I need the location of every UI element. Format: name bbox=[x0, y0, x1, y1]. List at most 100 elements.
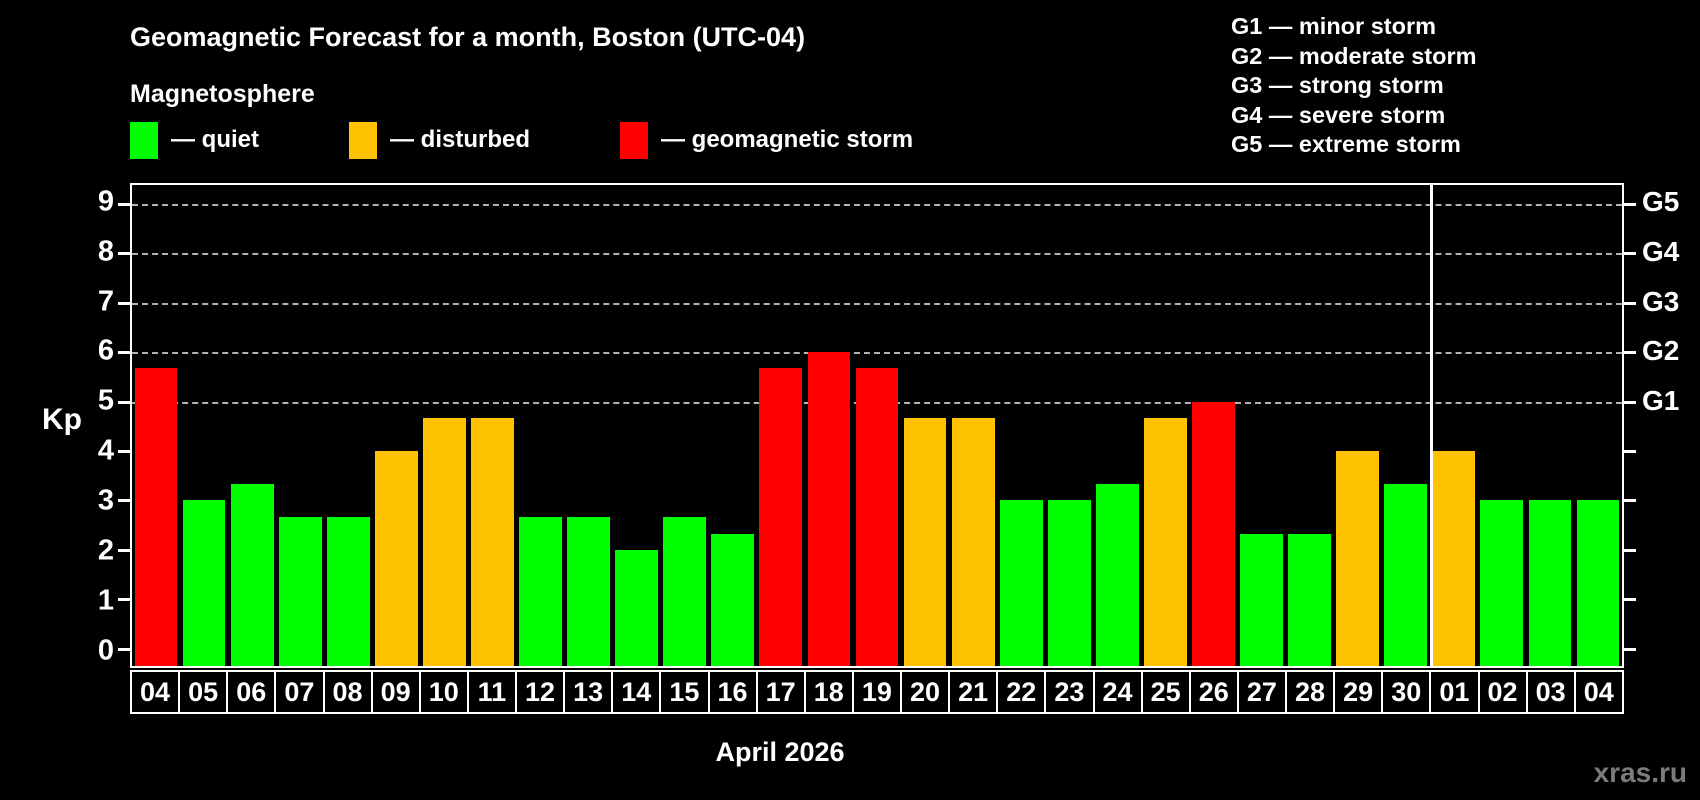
g5-legend-line: G5 — extreme storm bbox=[1231, 131, 1461, 158]
bar-day-26 bbox=[1192, 401, 1235, 666]
y-axis-tick-labels: 0 1 2 3 4 5 6 7 8 9 bbox=[0, 183, 114, 668]
bar-day-15 bbox=[663, 516, 707, 666]
bar-day-03 bbox=[1528, 500, 1572, 666]
gridline-kp7 bbox=[132, 302, 1622, 305]
x-axis-title: April 2026 bbox=[715, 737, 845, 767]
y-axis-title: Kp bbox=[42, 403, 82, 436]
legend-label-quiet: — quiet bbox=[171, 126, 259, 153]
g-label-g1: G1 bbox=[1642, 385, 1680, 417]
y-tick-label-9: 9 bbox=[97, 185, 114, 218]
right-tick-kp9 bbox=[1624, 202, 1636, 206]
bar-day-28 bbox=[1288, 533, 1331, 666]
y-tick-label-5: 5 bbox=[97, 384, 114, 417]
left-tick-kp3 bbox=[118, 499, 130, 503]
quiet-color-swatch bbox=[130, 121, 158, 159]
g-label-g3: G3 bbox=[1642, 285, 1680, 317]
date-cell-apr-11: 11 bbox=[466, 670, 517, 714]
right-tick-kp5 bbox=[1624, 400, 1636, 404]
date-cell-apr-24: 24 bbox=[1092, 670, 1143, 714]
gridline-kp8 bbox=[132, 253, 1622, 256]
bar-day-10 bbox=[423, 417, 466, 666]
right-tick-kp4 bbox=[1624, 449, 1636, 453]
date-cell-may-04: 04 bbox=[1573, 670, 1624, 714]
y-tick-label-0: 0 bbox=[97, 634, 114, 667]
date-cell-apr-15: 15 bbox=[659, 670, 710, 714]
magnetosphere-label: Magnetosphere bbox=[130, 80, 315, 108]
month-separator-line bbox=[1429, 185, 1433, 666]
date-cell-apr-12: 12 bbox=[515, 670, 566, 714]
left-tick-kp5 bbox=[118, 400, 130, 404]
y-tick-label-2: 2 bbox=[97, 534, 114, 567]
date-cell-apr-21: 21 bbox=[948, 670, 999, 714]
legend-item-quiet: — quiet bbox=[130, 120, 259, 160]
legend-label-disturbed: — disturbed bbox=[390, 126, 531, 153]
date-cell-apr-19: 19 bbox=[851, 670, 902, 714]
legend-label-storm: — geomagnetic storm bbox=[661, 126, 914, 153]
bar-day-14 bbox=[615, 549, 659, 666]
left-tick-kp9 bbox=[118, 202, 130, 206]
left-tick-kp0 bbox=[118, 647, 130, 651]
bar-day-20 bbox=[903, 417, 947, 666]
date-cell-apr-18: 18 bbox=[803, 670, 854, 714]
bar-day-11 bbox=[471, 417, 514, 666]
right-tick-kp7 bbox=[1624, 301, 1636, 305]
date-cell-apr-05: 05 bbox=[178, 670, 229, 714]
bar-day-09 bbox=[374, 450, 418, 666]
date-cell-apr-28: 28 bbox=[1285, 670, 1336, 714]
legend-item-disturbed: — disturbed bbox=[349, 120, 530, 160]
y-tick-label-1: 1 bbox=[97, 584, 114, 617]
watermark: xras.ru bbox=[1593, 757, 1687, 788]
date-cell-apr-13: 13 bbox=[563, 670, 614, 714]
date-cell-apr-30: 30 bbox=[1381, 670, 1432, 714]
storm-color-swatch bbox=[620, 121, 648, 159]
date-cell-apr-23: 23 bbox=[1044, 670, 1095, 714]
date-cell-apr-06: 06 bbox=[226, 670, 277, 714]
bar-day-21 bbox=[951, 417, 995, 666]
bar-day-18 bbox=[807, 352, 851, 666]
bar-day-16 bbox=[711, 533, 755, 666]
gridline-kp9 bbox=[132, 203, 1622, 206]
g-scale-legend: G1 — minor storm G2 — moderate storm G3 … bbox=[1231, 12, 1477, 160]
date-cell-apr-08: 08 bbox=[322, 670, 373, 714]
bar-day-04 bbox=[1576, 500, 1620, 666]
y-tick-label-7: 7 bbox=[97, 285, 114, 318]
y-tick-label-4: 4 bbox=[97, 434, 114, 467]
legend-item-storm: — geomagnetic storm bbox=[620, 120, 913, 160]
right-tick-kp1 bbox=[1624, 598, 1636, 602]
y-tick-label-6: 6 bbox=[97, 334, 114, 367]
bar-day-13 bbox=[567, 516, 610, 666]
date-cell-apr-22: 22 bbox=[996, 670, 1047, 714]
date-cell-may-01: 01 bbox=[1429, 670, 1480, 714]
bar-day-06 bbox=[230, 484, 274, 666]
disturbed-color-swatch bbox=[349, 121, 377, 159]
bar-day-23 bbox=[1047, 500, 1091, 666]
g4-legend-line: G4 — severe storm bbox=[1231, 101, 1446, 128]
g1-legend-line: G1 — minor storm bbox=[1231, 13, 1437, 39]
left-tick-kp8 bbox=[118, 252, 130, 256]
left-tick-kp2 bbox=[118, 548, 130, 552]
date-cell-apr-14: 14 bbox=[611, 670, 662, 714]
bar-day-04 bbox=[134, 368, 178, 666]
bar-day-30 bbox=[1384, 484, 1428, 666]
left-tick-kp7 bbox=[118, 301, 130, 305]
g-label-g4: G4 bbox=[1642, 235, 1680, 267]
right-tick-kp6 bbox=[1624, 351, 1636, 355]
date-cell-apr-09: 09 bbox=[370, 670, 421, 714]
g-label-g5: G5 bbox=[1642, 185, 1680, 217]
gridline-kp6 bbox=[132, 352, 1622, 355]
g2-legend-line: G2 — moderate storm bbox=[1231, 42, 1477, 69]
bar-day-25 bbox=[1143, 417, 1187, 666]
bar-day-07 bbox=[278, 516, 322, 666]
bar-day-17 bbox=[759, 368, 803, 666]
chart-title: Geomagnetic Forecast for a month, Boston… bbox=[130, 22, 806, 52]
bar-day-02 bbox=[1480, 500, 1524, 666]
date-cell-may-02: 02 bbox=[1477, 670, 1528, 714]
g3-legend-line: G3 — strong storm bbox=[1231, 72, 1444, 99]
left-tick-kp1 bbox=[118, 598, 130, 602]
right-tick-kp3 bbox=[1624, 499, 1636, 503]
date-cell-apr-04: 04 bbox=[130, 670, 181, 714]
bar-day-12 bbox=[519, 516, 562, 666]
date-cell-apr-10: 10 bbox=[418, 670, 469, 714]
bar-day-22 bbox=[999, 500, 1043, 666]
right-axis-g-labels: G5 G4 G3 G2 G1 bbox=[1642, 183, 1700, 668]
